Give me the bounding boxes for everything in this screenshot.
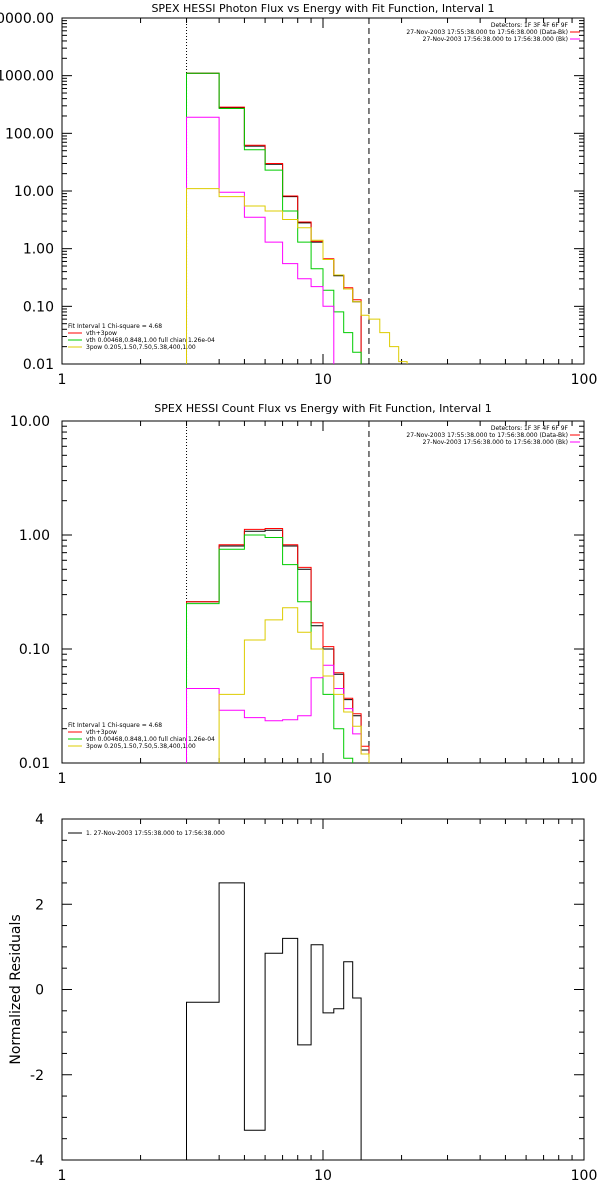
y-tick-label: 0.10: [23, 299, 54, 315]
legend-left-entry: Fit Interval 1 Chi-square = 4.68: [68, 323, 162, 330]
series-line-4: [186, 116, 335, 364]
series-line-1: [186, 529, 370, 763]
chart-title: SPEX HESSI Count Flux vs Energy with Fit…: [154, 402, 491, 415]
y-tick-label: 1000.00: [0, 69, 54, 85]
y-tick-label: 4: [35, 812, 44, 828]
y-tick-label: -2: [30, 1068, 44, 1084]
legend-left-entry: vth+3pow: [86, 729, 117, 736]
series-line-1: [186, 882, 362, 1160]
y-tick-label: 1.00: [23, 242, 54, 258]
x-tick-label: 10: [314, 771, 332, 787]
legend-right-entry: 27-Nov-2003 17:56:38.000 to 17:56:38.000…: [423, 439, 568, 446]
y-tick-label: 2: [35, 897, 44, 913]
y-tick-label: 100.00: [5, 126, 54, 142]
x-tick-label: 1: [58, 1168, 67, 1184]
y-tick-label: 10000.00: [0, 11, 54, 27]
legend-right-entry: Detectors: 1F 3F 4F 6F 9F: [491, 22, 569, 29]
y-axis-label: Normalized Residuals: [8, 914, 24, 1064]
chart-panel-3: 1 10 100 -4 -2 0 2 4 Normalized Residuals 1. 27-N…: [8, 812, 597, 1184]
chart-panel-1: SPEX HESSI Photon Flux vs Energy with Fi…: [0, 2, 597, 388]
y-tick-label: -4: [30, 1153, 44, 1169]
legend-left-entry: 1. 27-Nov-2003 17:55:38.000 to 17:56:38.…: [86, 830, 225, 837]
legend-right-entry: 27-Nov-2003 17:56:38.000 to 17:56:38.000…: [423, 36, 568, 43]
plot-frame: [61, 420, 585, 764]
y-tick-label: 0: [35, 983, 44, 999]
x-tick-label: 10: [314, 372, 332, 388]
x-tick-label: 1: [58, 372, 67, 388]
plot-frame: [61, 17, 585, 365]
series-line-5: [218, 607, 370, 763]
legend-left-entry: vth+3pow: [86, 330, 117, 337]
chart-panel-2: SPEX HESSI Count Flux vs Energy with Fit…: [10, 402, 598, 787]
legend-left-entry: vth 0.00468,0.848,1.00 full chian 1.26e-…: [86, 337, 215, 344]
series-line-2: [186, 528, 370, 763]
legend-left-entry: vth 0.00468,0.848,1.00 full chian 1.26e-…: [86, 736, 215, 743]
x-tick-label: 100: [571, 771, 598, 787]
series-line-3: [186, 534, 354, 763]
series-line-2: [186, 72, 362, 364]
legend-left-entry: 3pow 0.205,1.50,7.50,5.38,400,1.00: [86, 743, 196, 750]
chart-title: SPEX HESSI Photon Flux vs Energy with Fi…: [151, 2, 494, 15]
y-tick-label: 10.00: [14, 184, 54, 200]
legend-right-entry: Detectors: 1F 3F 4F 6F 9F: [491, 425, 569, 432]
y-tick-label: 0.01: [23, 357, 54, 373]
y-tick-label: 0.01: [19, 756, 50, 772]
series-line-5: [186, 188, 408, 364]
y-tick-label: 0.10: [19, 642, 50, 658]
x-tick-label: 10: [314, 1168, 332, 1184]
legend-right-entry: 27-Nov-2003 17:55:38.000 to 17:56:38.000…: [406, 29, 568, 36]
series-line-3: [186, 72, 362, 364]
x-tick-label: 100: [571, 372, 598, 388]
x-tick-label: 100: [571, 1168, 598, 1184]
legend-left-entry: Fit Interval 1 Chi-square = 4.68: [68, 722, 162, 729]
y-tick-label: 1.00: [19, 528, 50, 544]
legend-right-entry: 27-Nov-2003 17:55:38.000 to 17:56:38.000…: [406, 432, 568, 439]
series-line-4: [186, 664, 370, 763]
y-tick-label: 10.00: [10, 414, 50, 430]
x-tick-label: 1: [58, 771, 67, 787]
legend-left-entry: 3pow 0.205,1.50,7.50,5.38,400,1.00: [86, 344, 196, 351]
